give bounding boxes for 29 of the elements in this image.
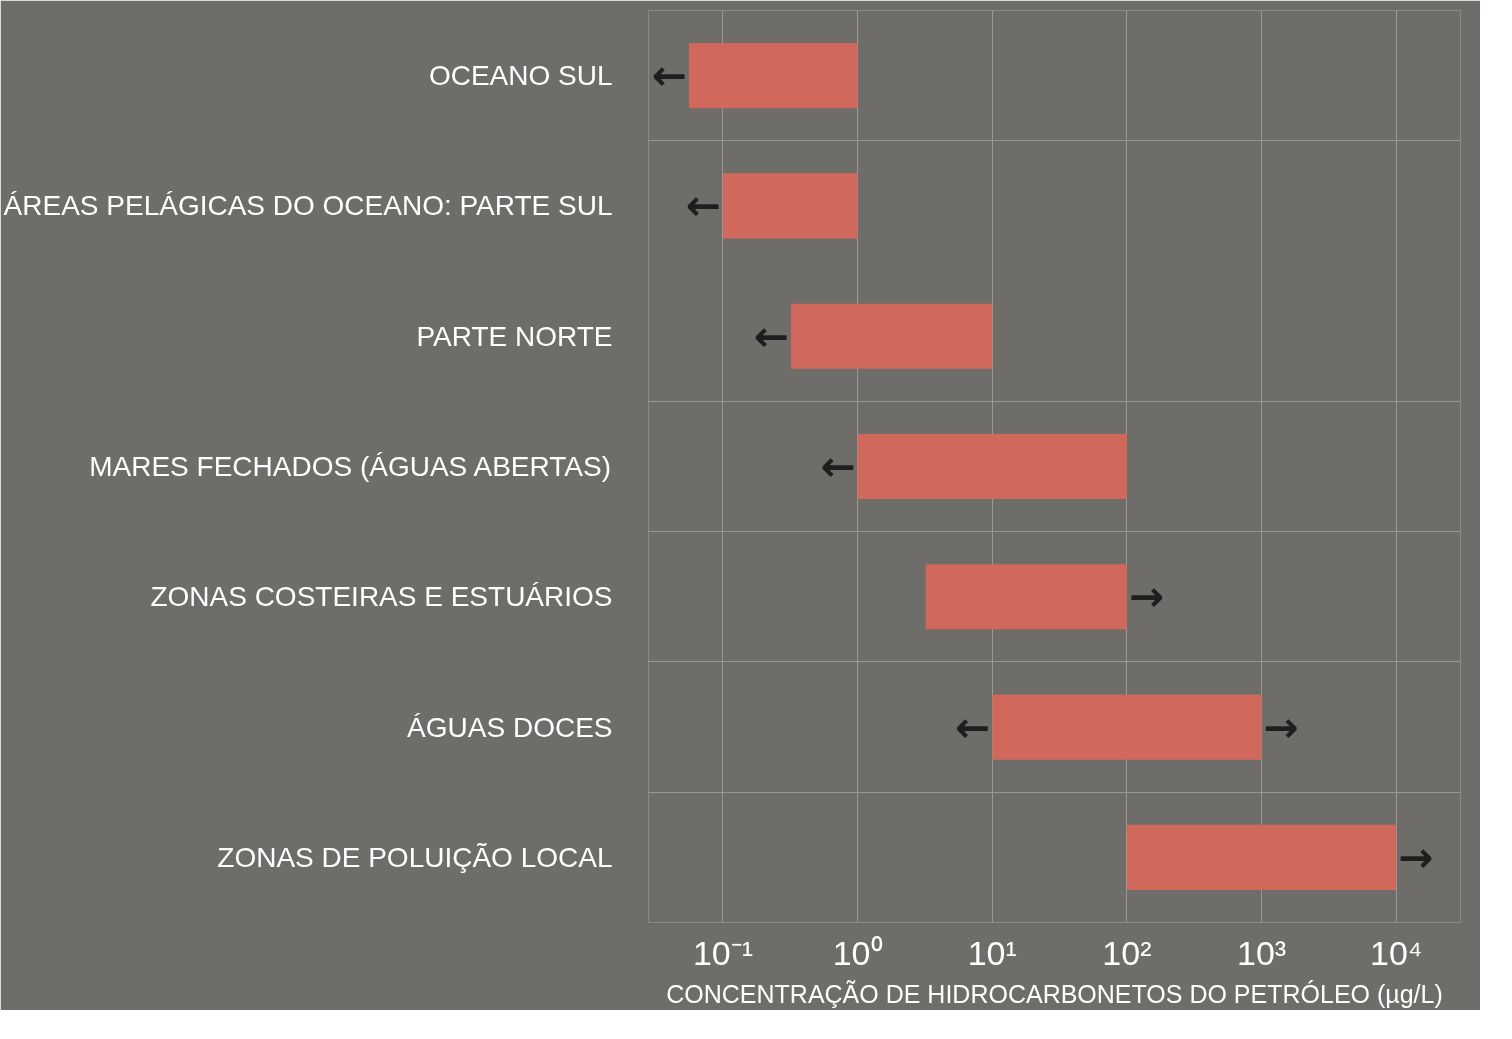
x-tick-label: 10⁻¹ [692,933,754,972]
x-tick-label: 10¹ [967,933,1017,972]
bar [689,43,858,109]
x-axis-title: CONCENTRAÇÃO DE HIDROCARBONETOS DO PETRÓLEO (µg/L) [666,979,1443,1008]
annotation: ← [955,702,991,752]
bar [790,303,993,369]
annotation: → [1398,832,1434,882]
annotation: ← [651,51,688,101]
x-tick-label: 10⁰ [832,933,883,972]
annotation: → [1263,702,1299,752]
x-tick-label: 10² [1102,933,1152,972]
y-tick-label: ÁGUAS DOCES [407,711,613,743]
y-tick-label: PARTE NORTE [416,320,613,352]
y-tick-label: ÁREAS PELÁGICAS DO OCEANO: PARTE SUL [3,190,613,222]
y-tick-label: ZONAS COSTEIRAS E ESTUÁRIOS [150,581,613,613]
y-tick-label: MARES FECHADOS (ÁGUAS ABERTAS) [89,451,611,482]
bar [992,694,1262,760]
bar [1126,824,1397,890]
annotation: ← [685,181,721,231]
x-tick-label: 10³ [1237,933,1287,972]
bar [722,173,858,239]
bar [925,564,1127,630]
annotation: → [1128,572,1165,622]
y-tick-label: ZONAS DE POLUIÇÃO LOCAL [217,841,613,873]
bar [857,433,1127,500]
x-tick-label: 10⁴ [1370,933,1423,972]
annotation: ← [753,311,789,361]
y-tick-label: OCEANO SUL [428,60,613,92]
annotation: ← [820,442,856,491]
